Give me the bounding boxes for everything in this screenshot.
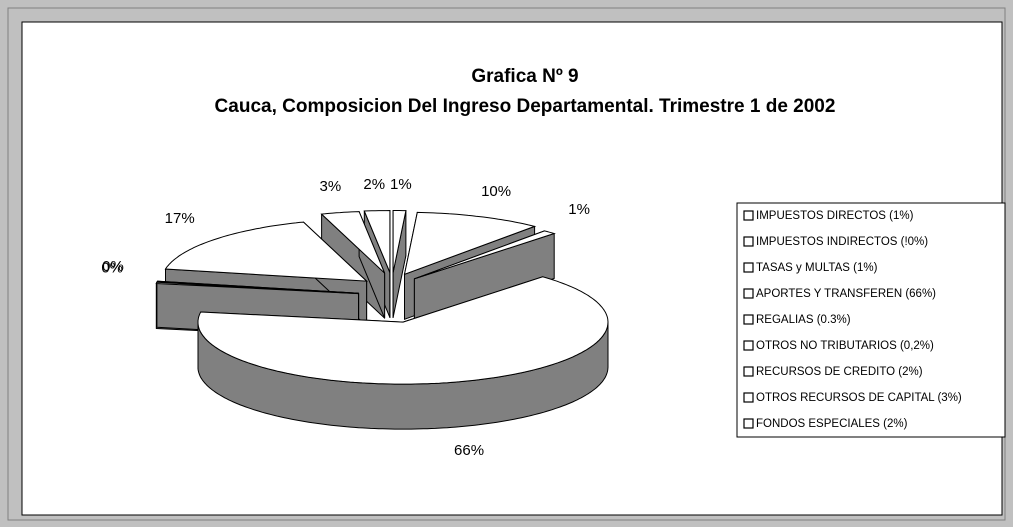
data-label: 0% <box>101 260 123 277</box>
legend-swatch <box>743 210 754 221</box>
data-label: 3% <box>319 178 341 195</box>
legend-label: IMPUESTOS DIRECTOS (1%) <box>756 210 914 222</box>
data-label: 2% <box>363 176 385 193</box>
data-label: 1% <box>390 176 412 193</box>
legend-label: OTROS NO TRIBUTARIOS (0,2%) <box>756 340 934 352</box>
legend-label: OTROS RECURSOS DE CAPITAL (3%) <box>756 392 962 404</box>
legend-swatch <box>743 392 754 403</box>
slice-top <box>363 209 391 273</box>
legend-swatch <box>743 366 754 377</box>
legend-swatch <box>743 262 754 273</box>
legend-swatch <box>743 418 754 429</box>
legend-swatch <box>743 340 754 351</box>
slice-top <box>155 281 359 295</box>
legend-label: TASAS y MULTAS (1%) <box>756 262 878 274</box>
data-label: 10% <box>481 183 511 200</box>
data-label: 0% <box>102 258 124 275</box>
data-label: 1% <box>568 201 590 218</box>
slice-top <box>197 276 609 385</box>
slice <box>320 211 386 319</box>
legend-label: IMPUESTOS INDIRECTOS (!0%) <box>756 236 928 248</box>
legend-swatch <box>743 236 754 247</box>
legend-swatch <box>743 288 754 299</box>
slice-top <box>414 230 556 280</box>
legend-label: REGALIAS (0.3%) <box>756 314 851 326</box>
slice <box>413 230 556 325</box>
legend-label: APORTES Y TRANSFEREN (66%) <box>756 288 936 300</box>
slice-top <box>403 211 537 276</box>
legend-label: FONDOS ESPECIALES (2%) <box>756 418 908 430</box>
slice-top <box>320 211 386 274</box>
chart-subtitle: Cauca, Composicion Del Ingreso Departame… <box>215 96 836 117</box>
slice <box>197 276 609 430</box>
legend-box <box>736 202 1006 438</box>
data-label: 17% <box>165 210 195 227</box>
chart-title: Grafica Nº 9 <box>471 66 578 87</box>
slice-top <box>164 221 368 282</box>
legend-label: RECURSOS DE CREDITO (2%) <box>756 366 923 378</box>
slice-top <box>392 210 407 273</box>
data-label: 66% <box>454 442 484 459</box>
legend-swatch <box>743 314 754 325</box>
slice <box>392 210 407 318</box>
